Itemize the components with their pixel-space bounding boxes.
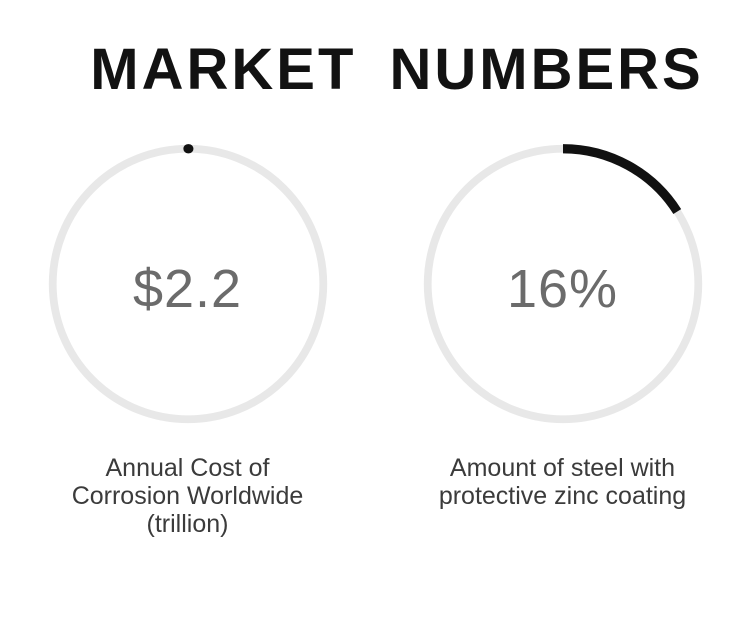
donut-chart-zinc-coating: 16% Amount of steel with protective zinc… xyxy=(375,138,750,538)
caption-line: Corrosion Worldwide xyxy=(71,482,304,510)
donut-value-zinc: 16% xyxy=(506,259,619,319)
donut-zinc: 16% xyxy=(417,138,709,430)
donut-caption-corrosion: Annual Cost of Corrosion Worldwide (tril… xyxy=(72,454,304,538)
caption-line: Amount of steel with xyxy=(449,454,676,482)
caption-line: (trillion) xyxy=(146,510,229,538)
donut-value-corrosion: $2.2 xyxy=(132,259,243,319)
donut-ring-zinc xyxy=(422,144,703,424)
donut-chart-corrosion-cost: $2.2 Annual Cost of Corrosion Worldwide … xyxy=(0,138,375,538)
page-title: MARKET NUMBERS xyxy=(90,37,704,102)
ring-progress-dot xyxy=(47,144,328,424)
donut-caption-zinc: Amount of steel with protective zinc coa… xyxy=(439,454,686,510)
charts-row: $2.2 Annual Cost of Corrosion Worldwide … xyxy=(0,138,750,538)
donut-ring-corrosion xyxy=(47,144,328,424)
caption-line: Annual Cost of xyxy=(105,454,270,482)
donut-corrosion: $2.2 xyxy=(42,138,334,430)
caption-line: protective zinc coating xyxy=(438,482,687,510)
ring-progress-arc xyxy=(422,144,703,424)
